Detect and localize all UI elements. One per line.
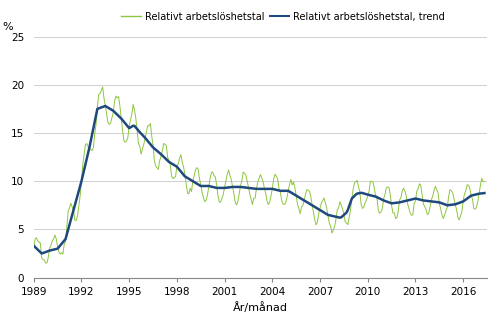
- Legend: Relativt arbetslöshetstal, Relativt arbetslöshetstal, trend: Relativt arbetslöshetstal, Relativt arbe…: [117, 8, 449, 26]
- X-axis label: År/månad: År/månad: [233, 302, 288, 313]
- Text: %: %: [2, 22, 13, 32]
